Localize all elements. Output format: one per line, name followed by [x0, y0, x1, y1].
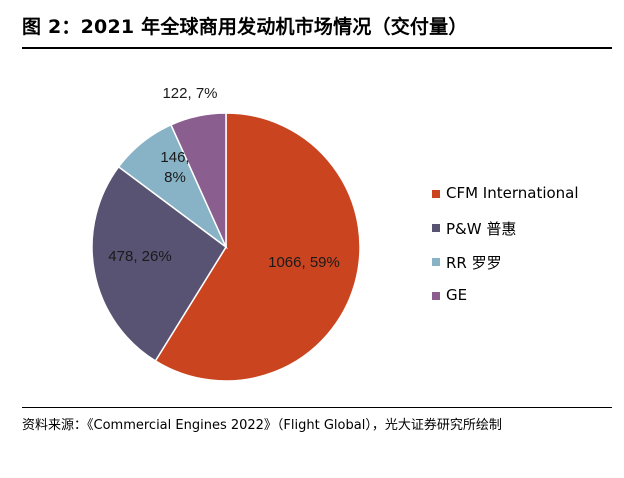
legend-swatch-rr: [432, 258, 440, 266]
label-cfm: 1066, 59%: [268, 254, 340, 271]
source-divider: [22, 407, 612, 408]
slice-pw: [91, 165, 227, 362]
legend-swatch-pw: [432, 224, 440, 232]
label-pw: 478, 26%: [108, 248, 171, 265]
legend-label-pw: P&W 普惠: [446, 220, 517, 238]
slice-cfm: [154, 112, 361, 382]
title-divider: [22, 47, 612, 49]
legend-label-rr: RR 罗罗: [446, 254, 502, 272]
source-note: 资料来源：《Commercial Engines 2022》（Flight Gl…: [22, 418, 502, 433]
legend-swatch-ge: [432, 292, 440, 300]
legend-label-cfm: CFM International: [446, 184, 579, 202]
label-rr: 146, 8%: [160, 149, 189, 186]
legend-label-ge: GE: [446, 286, 468, 304]
pie-chart: 1066, 59% 478, 26% 146, 8% 122, 7%: [91, 85, 361, 382]
legend-swatch-cfm: [432, 190, 440, 198]
label-ge: 122, 7%: [162, 85, 217, 102]
slice-ge: [169, 112, 227, 248]
chart-title: 图 2：2021 年全球商用发动机市场情况（交付量）: [22, 16, 468, 38]
